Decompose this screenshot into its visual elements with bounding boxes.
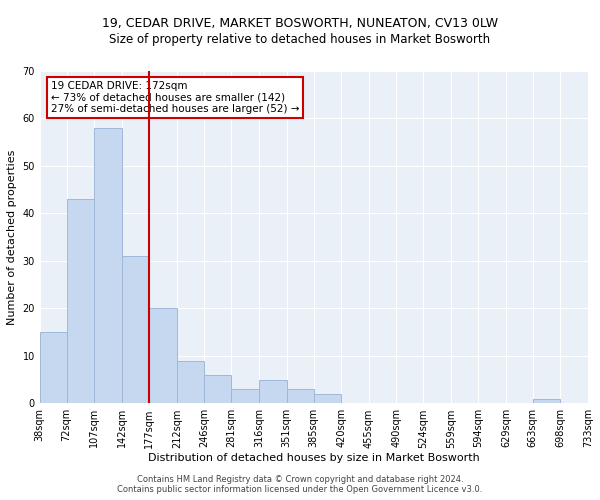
Text: Contains HM Land Registry data © Crown copyright and database right 2024.: Contains HM Land Registry data © Crown c…: [137, 475, 463, 484]
Text: Size of property relative to detached houses in Market Bosworth: Size of property relative to detached ho…: [109, 32, 491, 46]
Text: 19 CEDAR DRIVE: 172sqm
← 73% of detached houses are smaller (142)
27% of semi-de: 19 CEDAR DRIVE: 172sqm ← 73% of detached…: [51, 81, 299, 114]
Bar: [314, 394, 341, 404]
Bar: [149, 308, 177, 404]
Bar: [259, 380, 287, 404]
Bar: [94, 128, 122, 404]
X-axis label: Distribution of detached houses by size in Market Bosworth: Distribution of detached houses by size …: [148, 453, 480, 463]
Bar: [67, 199, 94, 404]
Text: Contains public sector information licensed under the Open Government Licence v3: Contains public sector information licen…: [118, 485, 482, 494]
Bar: [287, 389, 314, 404]
Bar: [533, 398, 560, 404]
Text: 19, CEDAR DRIVE, MARKET BOSWORTH, NUNEATON, CV13 0LW: 19, CEDAR DRIVE, MARKET BOSWORTH, NUNEAT…: [102, 18, 498, 30]
Bar: [40, 332, 67, 404]
Bar: [122, 256, 149, 404]
Bar: [232, 389, 259, 404]
Bar: [204, 375, 232, 404]
Y-axis label: Number of detached properties: Number of detached properties: [7, 150, 17, 325]
Bar: [177, 360, 204, 404]
